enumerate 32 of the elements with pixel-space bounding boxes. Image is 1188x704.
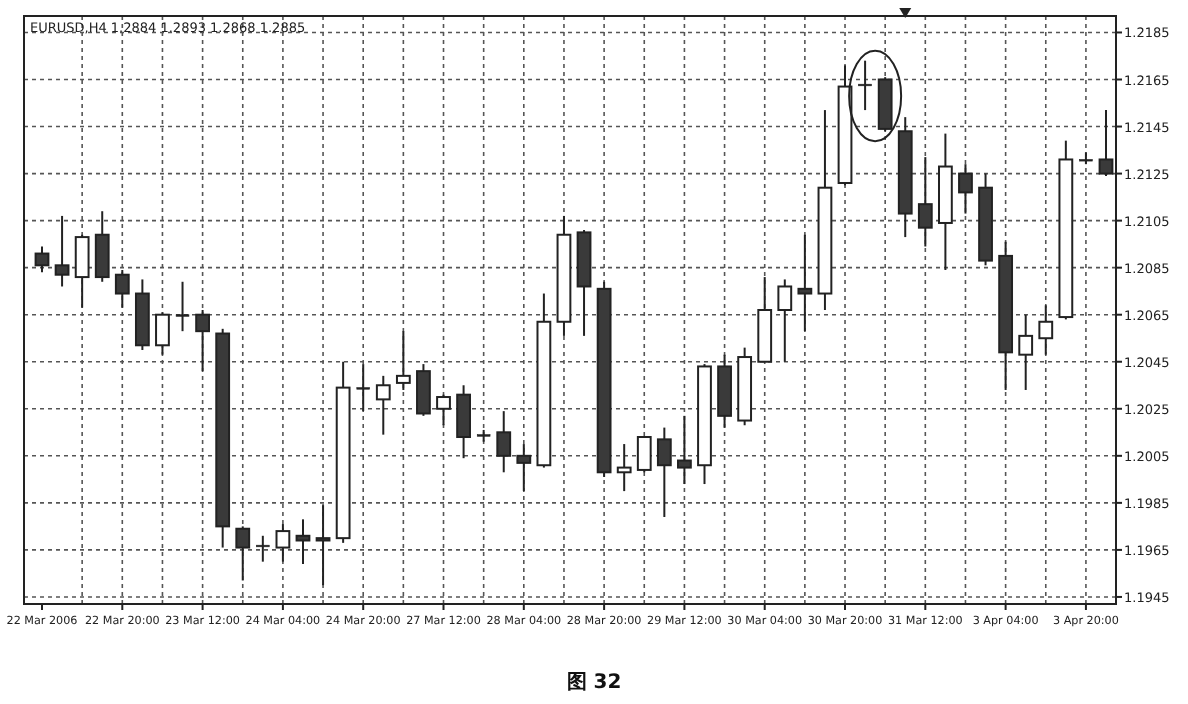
- candlestick: [1038, 304, 1054, 356]
- candlestick: [175, 280, 190, 333]
- candlestick: [356, 363, 370, 413]
- caption: 图 32: [566, 672, 622, 694]
- candlestick: [54, 214, 70, 288]
- candlestick: [315, 504, 331, 587]
- candlestick: [235, 525, 251, 582]
- candlestick: [677, 414, 692, 486]
- candlestick: [656, 426, 672, 518]
- candlestick: [1018, 313, 1034, 391]
- candlestick: [516, 443, 532, 493]
- candlestick: [34, 245, 50, 274]
- candlestick: [858, 59, 872, 112]
- candlestick: [636, 436, 652, 474]
- candlestick: [416, 363, 431, 417]
- candlestick: [797, 233, 813, 333]
- candlestick: [114, 269, 130, 309]
- candlestick: [456, 384, 471, 460]
- candlestick: [616, 443, 632, 493]
- candlestick: [917, 156, 933, 248]
- candlestick: [375, 374, 391, 436]
- candlestick: [195, 309, 210, 373]
- candlestick: [777, 278, 793, 363]
- candlestick: [155, 311, 170, 356]
- candlestick: [958, 163, 973, 215]
- candlestick: [436, 393, 451, 427]
- candlestick: [94, 210, 110, 283]
- candlestick: [395, 330, 411, 391]
- candlestick: [496, 410, 512, 474]
- candlestick: [275, 523, 291, 563]
- candlestick: [256, 534, 270, 563]
- candlestick: [74, 233, 90, 309]
